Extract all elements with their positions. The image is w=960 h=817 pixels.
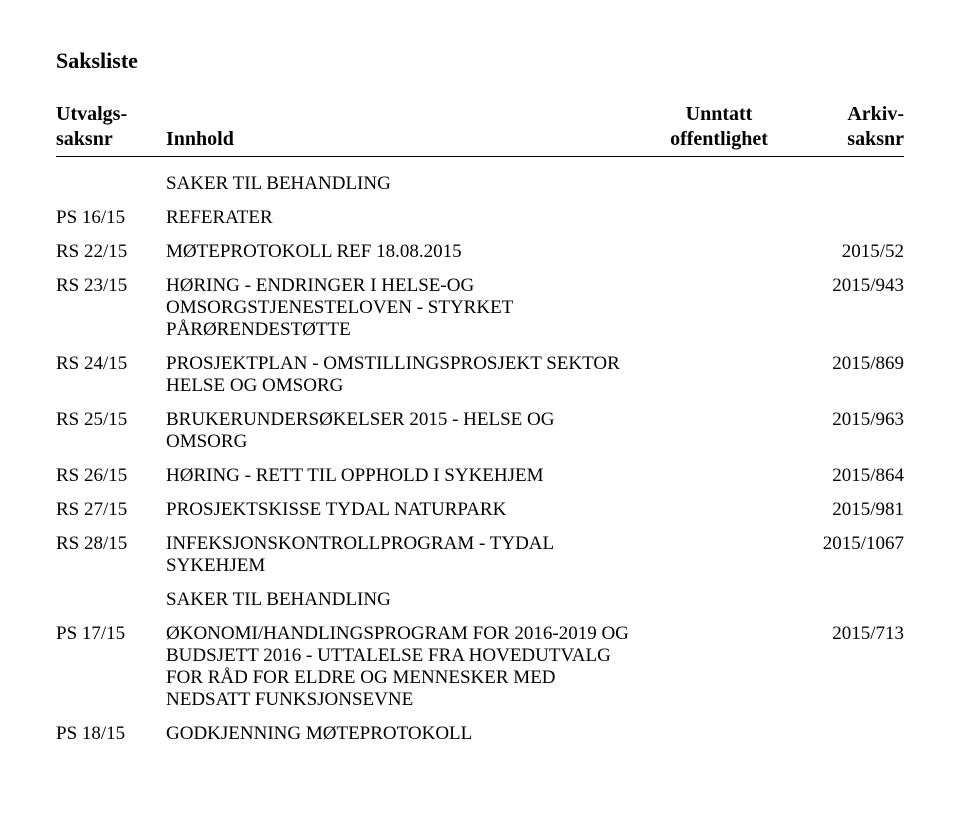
table-row: PS 18/15GODKJENNING MØTEPROTOKOLL (56, 717, 904, 751)
cell-innhold: PROSJEKTPLAN - OMSTILLINGSPROSJEKT SEKTO… (166, 353, 644, 397)
cell-innhold: SAKER TIL BEHANDLING (166, 589, 644, 611)
cell-arkiv: 2015/52 (794, 241, 904, 263)
cell-saksnr: RS 23/15 (56, 275, 166, 297)
table-row: RS 28/15INFEKSJONSKONTROLLPROGRAM - TYDA… (56, 527, 904, 583)
cell-arkiv: 2015/943 (794, 275, 904, 297)
cell-arkiv: 2015/864 (794, 465, 904, 487)
cell-innhold: INFEKSJONSKONTROLLPROGRAM - TYDAL SYKEHJ… (166, 533, 644, 577)
table-body: SAKER TIL BEHANDLINGPS 16/15REFERATERRS … (56, 167, 904, 751)
table-row: SAKER TIL BEHANDLING (56, 167, 904, 201)
page-title: Saksliste (56, 48, 904, 74)
cell-saksnr: RS 27/15 (56, 499, 166, 521)
header-col-innhold: Innhold (166, 105, 644, 152)
table-row: RS 23/15HØRING - ENDRINGER I HELSE-OG OM… (56, 269, 904, 347)
header-text: Utvalgs- (56, 102, 166, 127)
cell-saksnr: RS 26/15 (56, 465, 166, 487)
table-row: RS 24/15PROSJEKTPLAN - OMSTILLINGSPROSJE… (56, 347, 904, 403)
cell-innhold: SAKER TIL BEHANDLING (166, 173, 644, 195)
cell-innhold: PROSJEKTSKISSE TYDAL NATURPARK (166, 499, 644, 521)
cell-saksnr: PS 16/15 (56, 207, 166, 229)
cell-innhold: REFERATER (166, 207, 644, 229)
table-row: PS 17/15ØKONOMI/HANDLINGSPROGRAM FOR 201… (56, 617, 904, 717)
header-text: Arkiv- (794, 102, 904, 127)
header-col-arkiv: Arkiv- saksnr (794, 102, 904, 152)
cell-innhold: MØTEPROTOKOLL REF 18.08.2015 (166, 241, 644, 263)
cell-arkiv: 2015/713 (794, 623, 904, 645)
cell-arkiv: 2015/869 (794, 353, 904, 375)
cell-saksnr: PS 18/15 (56, 723, 166, 745)
table-row: RS 22/15MØTEPROTOKOLL REF 18.08.2015 2015… (56, 235, 904, 269)
header-text: saksnr (56, 127, 166, 152)
cell-saksnr: PS 17/15 (56, 623, 166, 645)
header-col-saksnr: Utvalgs- saksnr (56, 102, 166, 152)
table-row: RS 27/15PROSJEKTSKISSE TYDAL NATURPARK 20… (56, 493, 904, 527)
header-text: saksnr (794, 127, 904, 152)
header-col-unntatt: Unntatt offentlighet (644, 102, 794, 152)
header-text: Innhold (166, 127, 644, 152)
cell-saksnr: RS 24/15 (56, 353, 166, 375)
table-header: Utvalgs- saksnr Innhold Unntatt offentli… (56, 102, 904, 157)
table-row: SAKER TIL BEHANDLING (56, 583, 904, 617)
cell-innhold: BRUKERUNDERSØKELSER 2015 - HELSE OG OMSO… (166, 409, 644, 453)
cell-arkiv: 2015/963 (794, 409, 904, 431)
table-row: RS 25/15BRUKERUNDERSØKELSER 2015 - HELSE… (56, 403, 904, 459)
cell-saksnr: RS 28/15 (56, 533, 166, 555)
table-row: PS 16/15REFERATER (56, 201, 904, 235)
header-text: offentlighet (644, 127, 794, 152)
cell-arkiv: 2015/981 (794, 499, 904, 521)
cell-innhold: GODKJENNING MØTEPROTOKOLL (166, 723, 644, 745)
cell-saksnr: RS 22/15 (56, 241, 166, 263)
cell-innhold: HØRING - ENDRINGER I HELSE-OG OMSORGSTJE… (166, 275, 644, 341)
cell-innhold: HØRING - RETT TIL OPPHOLD I SYKEHJEM (166, 465, 644, 487)
header-text: Unntatt (644, 102, 794, 127)
cell-arkiv: 2015/1067 (794, 533, 904, 555)
cell-innhold: ØKONOMI/HANDLINGSPROGRAM FOR 2016-2019 O… (166, 623, 644, 711)
table-row: RS 26/15HØRING - RETT TIL OPPHOLD I SYKE… (56, 459, 904, 493)
cell-saksnr: RS 25/15 (56, 409, 166, 431)
